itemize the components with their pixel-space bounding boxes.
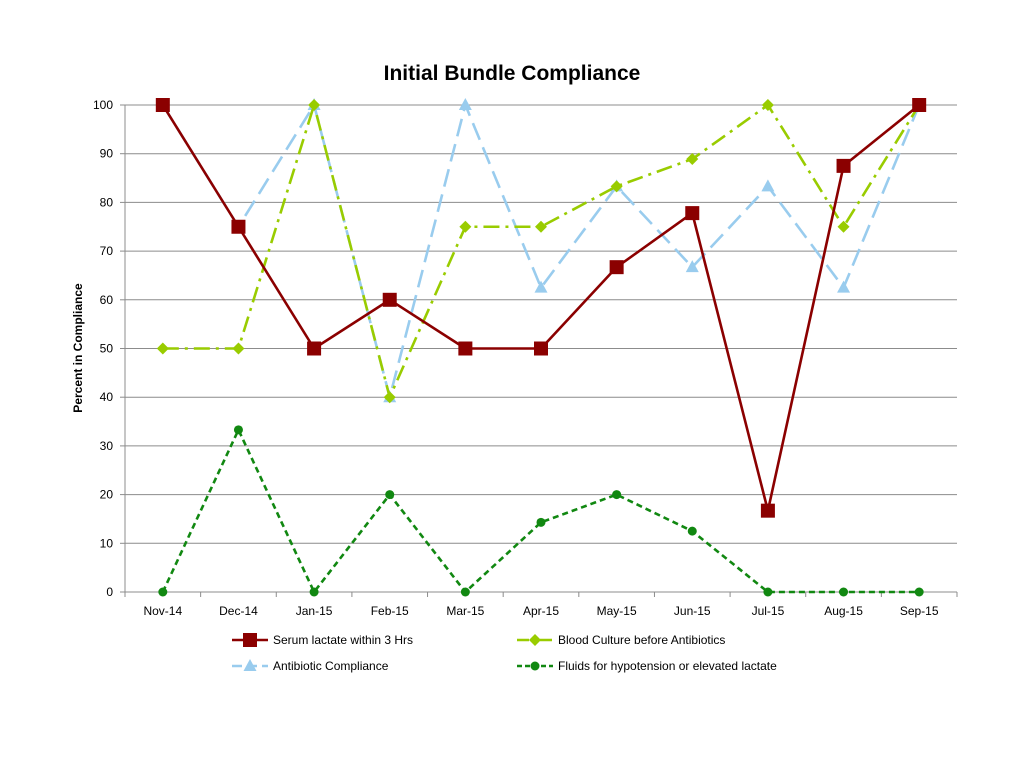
data-point <box>612 490 622 500</box>
y-tick-label: 30 <box>100 439 114 453</box>
data-point <box>232 342 245 355</box>
legend-marker <box>529 634 541 646</box>
data-point <box>458 98 472 110</box>
y-tick-label: 20 <box>100 488 114 502</box>
legend: Serum lactate within 3 Hrs Blood Culture … <box>232 633 777 673</box>
y-tick-label: 80 <box>100 195 114 209</box>
data-point <box>233 425 243 435</box>
data-point <box>155 98 170 112</box>
y-tick-label: 70 <box>100 244 114 258</box>
y-tick-label: 90 <box>100 147 114 161</box>
data-point <box>536 517 546 527</box>
chart-title: Initial Bundle Compliance <box>384 62 641 85</box>
data-point <box>686 153 699 166</box>
legend-label: Serum lactate within 3 Hrs <box>273 633 413 647</box>
x-tick-label: Apr-15 <box>523 604 559 618</box>
x-tick-label: Jul-15 <box>752 604 785 618</box>
x-tick-label: May-15 <box>597 604 637 618</box>
legend-label: Antibiotic Compliance <box>273 659 389 673</box>
y-tick-label: 100 <box>93 98 113 112</box>
data-point <box>383 391 396 404</box>
y-tick-label: 60 <box>100 293 114 307</box>
data-point <box>610 180 623 193</box>
series-layer <box>155 98 927 597</box>
data-point <box>459 220 472 233</box>
x-tick-label: Aug-15 <box>824 604 863 618</box>
data-point <box>307 341 322 356</box>
data-point <box>685 206 700 221</box>
data-point <box>458 341 473 356</box>
data-point <box>687 526 697 536</box>
data-point <box>534 280 548 293</box>
x-tick-label: Jan-15 <box>296 604 333 618</box>
data-point <box>231 219 246 234</box>
legend-label: Blood Culture before Antibiotics <box>558 633 725 647</box>
y-axis-label: Percent in Compliance <box>71 283 85 413</box>
data-point <box>535 220 547 233</box>
data-point <box>309 587 319 597</box>
data-point <box>760 503 775 518</box>
data-point <box>837 280 851 293</box>
x-tick-label: Feb-15 <box>371 604 409 618</box>
data-point <box>609 260 624 275</box>
x-tick-label: Dec-14 <box>219 604 258 618</box>
legend-marker <box>243 659 257 671</box>
gridlines <box>125 104 957 544</box>
data-point <box>914 587 924 597</box>
series-line <box>161 103 921 399</box>
x-tick-label: Sep-15 <box>900 604 939 618</box>
data-point <box>156 342 169 355</box>
y-tick-label: 50 <box>100 342 114 356</box>
x-tick-label: Nov-14 <box>143 604 182 618</box>
series-group <box>156 98 926 403</box>
legend-item: Fluids for hypotension or elevated lacta… <box>517 659 777 673</box>
data-point <box>685 260 699 273</box>
legend-item: Antibiotic Compliance <box>232 659 389 673</box>
data-point <box>839 587 849 597</box>
x-tick-label: Jun-15 <box>674 604 711 618</box>
data-point <box>460 587 470 597</box>
data-point <box>308 99 321 111</box>
series-line <box>161 428 920 594</box>
series-group <box>158 425 924 597</box>
data-point <box>836 158 851 173</box>
data-point <box>534 341 548 356</box>
data-point <box>837 220 850 233</box>
legend-marker <box>243 633 257 647</box>
series-line <box>162 103 921 399</box>
legend-label: Fluids for hypotension or elevated lacta… <box>558 659 777 673</box>
legend-marker <box>530 661 540 671</box>
data-point <box>382 292 397 307</box>
y-tick-label: 40 <box>100 390 114 404</box>
legend-item: Serum lactate within 3 Hrs <box>232 633 413 647</box>
legend-item: Blood Culture before Antibiotics <box>517 633 725 647</box>
axes: 0 10 20 30 40 50 60 70 80 90 100 Nov-14 Dec-14 Jan-15… <box>93 98 958 618</box>
y-tick-label: 10 <box>100 536 114 550</box>
y-tick-label: 0 <box>106 585 113 599</box>
data-point <box>761 179 775 192</box>
data-point <box>761 99 774 111</box>
series-group <box>155 98 927 518</box>
data-point <box>912 98 927 112</box>
data-point <box>158 587 168 597</box>
x-tick-label: Mar-15 <box>446 604 484 618</box>
data-point <box>763 587 773 597</box>
data-point <box>385 490 395 500</box>
